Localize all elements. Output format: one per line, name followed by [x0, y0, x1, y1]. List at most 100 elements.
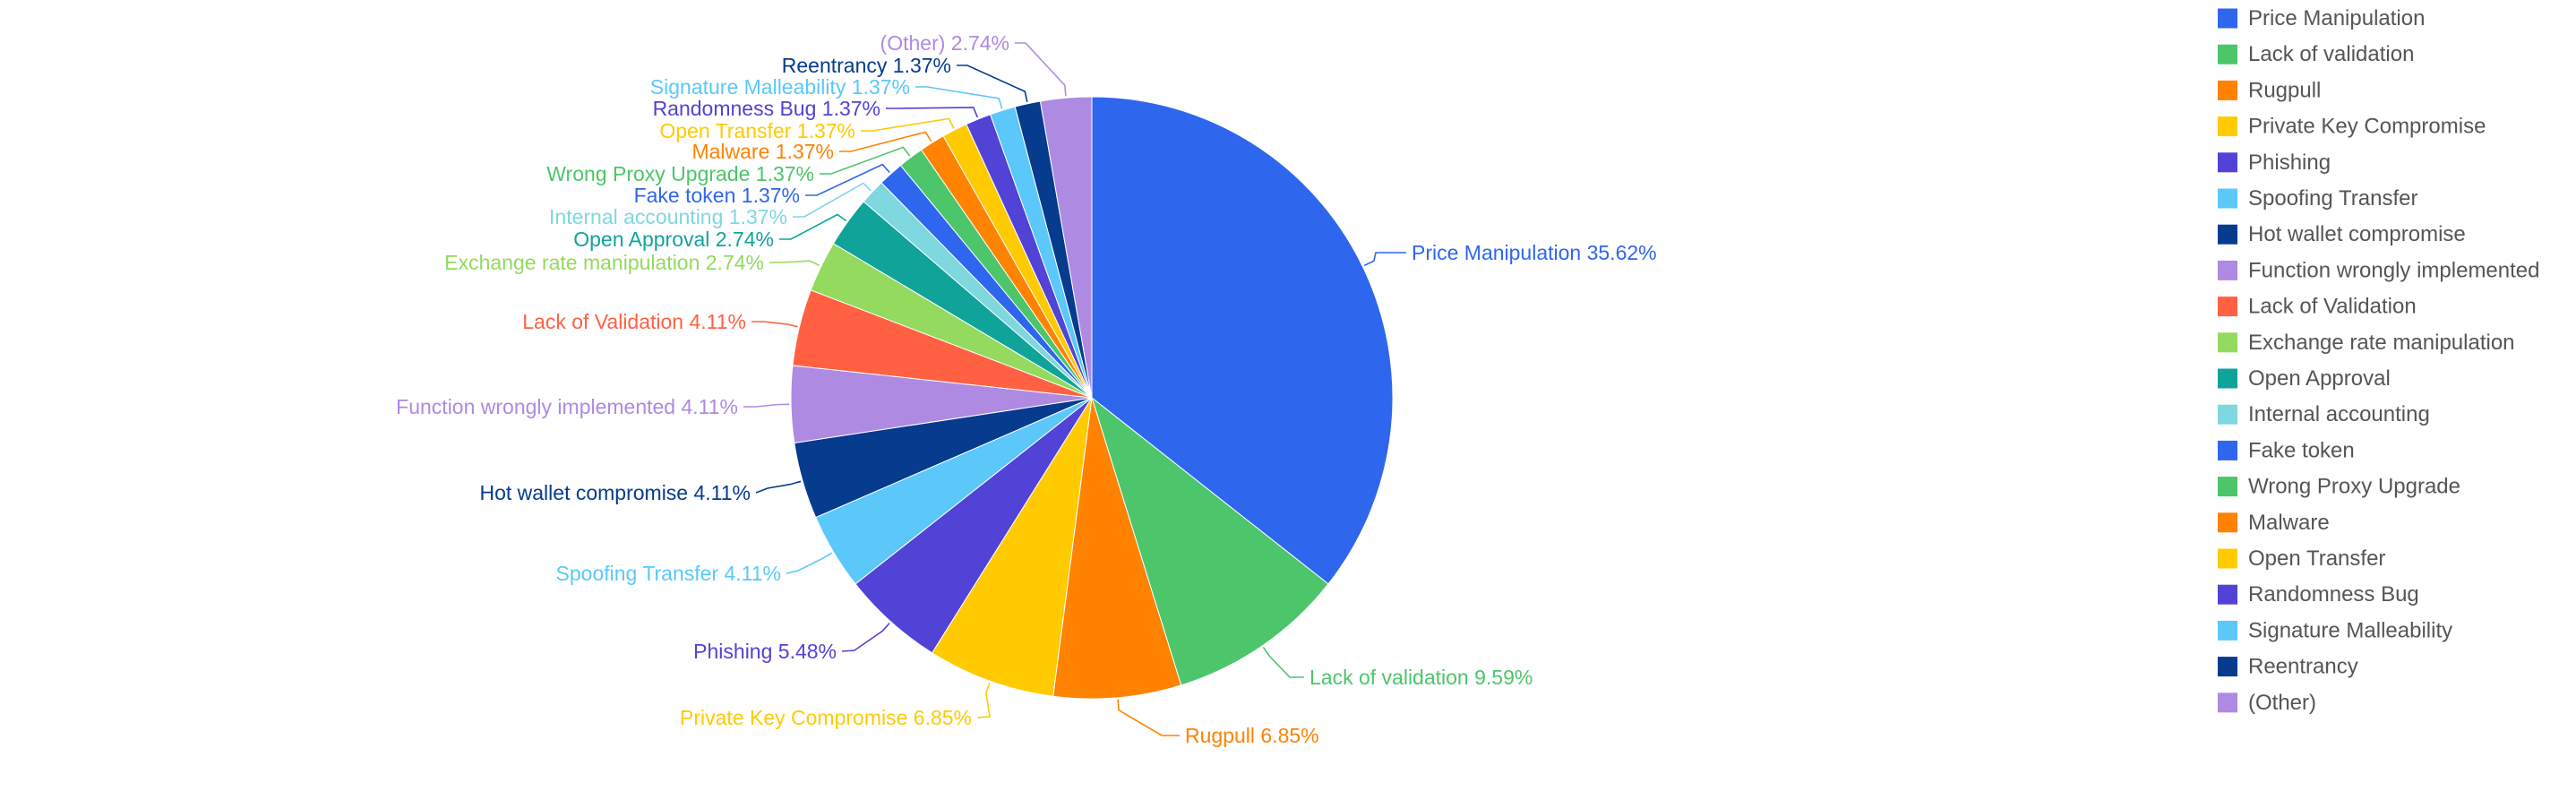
legend-label-price-manipulation: Price Manipulation: [2248, 6, 2425, 30]
slice-label-lack-of-validation: Lack of Validation 4.11%: [522, 310, 746, 333]
legend-label-phishing: Phishing: [2248, 151, 2331, 175]
legend-swatch-lack-of-validation: [2218, 44, 2237, 65]
legend-swatch-phishing: [2218, 152, 2237, 173]
leader-line-other: [1015, 42, 1067, 97]
slice-label-signature-malleability: Signature Malleability 1.37%: [650, 75, 910, 99]
legend-item-open-approval[interactable]: Open Approval: [2218, 366, 2391, 391]
leader-line-open-approval: [779, 213, 847, 240]
legend-label-other: (Other): [2248, 691, 2316, 715]
slice-label-internal-accounting: Internal accounting 1.37%: [549, 205, 787, 228]
leader-line-price-manipulation: [1363, 252, 1406, 267]
leader-line-function-wrongly-implemented: [743, 403, 790, 408]
pie-slice-lack-of-validation[interactable]: [1091, 396, 1329, 686]
legend-swatch-fake-token: [2218, 440, 2237, 460]
legend-label-malware: Malware: [2248, 511, 2330, 535]
leader-line-lack-of-validation: [1262, 647, 1304, 678]
legend-item-signature-malleability[interactable]: Signature Malleability: [2218, 618, 2452, 642]
legend-swatch-exchange-rate-manipulation: [2218, 332, 2237, 353]
pie-slice-other[interactable]: [1039, 96, 1093, 399]
legend-item-phishing[interactable]: Phishing: [2218, 151, 2331, 175]
pie-slice-price-manipulation[interactable]: [1091, 96, 1394, 585]
legend-label-open-transfer: Open Transfer: [2248, 546, 2385, 571]
legend-item-exchange-rate-manipulation[interactable]: Exchange rate manipulation: [2218, 331, 2515, 355]
leader-line-spoofing-transfer: [786, 552, 833, 574]
legend-swatch-rugpull: [2218, 80, 2237, 100]
leader-line-malware: [839, 131, 932, 152]
legend-label-internal-accounting: Internal accounting: [2248, 402, 2430, 426]
legend-label-reentrancy: Reentrancy: [2248, 655, 2358, 679]
leader-line-reentrancy: [957, 65, 1028, 102]
legend-swatch-open-transfer: [2218, 548, 2237, 569]
slice-label-fake-token: Fake token 1.37%: [634, 184, 800, 207]
legend-label-exchange-rate-manipulation: Exchange rate manipulation: [2248, 331, 2515, 355]
leader-line-hot-wallet-compromise: [755, 480, 802, 494]
slice-label-rugpull: Rugpull 6.85%: [1185, 724, 1319, 747]
pie-slice-private-key-compromise[interactable]: [931, 397, 1093, 697]
legend-swatch-internal-accounting: [2218, 404, 2237, 425]
legend-label-rugpull: Rugpull: [2248, 78, 2321, 102]
legend: Price Manipulation Lack of validation Rugp…: [2218, 6, 2540, 715]
legend-item-price-manipulation[interactable]: Price Manipulation: [2218, 6, 2425, 30]
legend-label-spoofing-transfer: Spoofing Transfer: [2248, 186, 2417, 211]
leader-line-fake-token: [805, 163, 890, 196]
leader-line-lack-of-validation: [751, 321, 798, 328]
slice-label-private-key-compromise: Private Key Compromise 6.85%: [680, 706, 972, 729]
legend-item-rugpull[interactable]: Rugpull: [2218, 78, 2321, 102]
legend-swatch-randomness-bug: [2218, 584, 2237, 605]
legend-swatch-lack-of-validation: [2218, 297, 2237, 317]
legend-swatch-price-manipulation: [2218, 8, 2237, 29]
slice-label-lack-of-validation: Lack of validation 9.59%: [1309, 666, 1533, 689]
legend-swatch-reentrancy: [2218, 657, 2237, 677]
legend-label-wrong-proxy-upgrade: Wrong Proxy Upgrade: [2248, 475, 2460, 499]
legend-swatch-signature-malleability: [2218, 620, 2237, 641]
legend-item-hot-wallet-compromise[interactable]: Hot wallet compromise: [2218, 222, 2466, 246]
slice-label-malware: Malware 1.37%: [691, 140, 834, 163]
leader-line-internal-accounting: [793, 182, 872, 218]
legend-label-hot-wallet-compromise: Hot wallet compromise: [2248, 222, 2466, 246]
legend-label-function-wrongly-implemented: Function wrongly implemented: [2248, 258, 2540, 282]
legend-item-spoofing-transfer[interactable]: Spoofing Transfer: [2218, 186, 2417, 211]
legend-item-randomness-bug[interactable]: Randomness Bug: [2218, 582, 2419, 606]
legend-swatch-wrong-proxy-upgrade: [2218, 477, 2237, 497]
legend-swatch-spoofing-transfer: [2218, 188, 2237, 209]
legend-label-fake-token: Fake token: [2248, 438, 2355, 462]
legend-swatch-open-approval: [2218, 368, 2237, 389]
leader-line-randomness-bug: [886, 107, 979, 118]
slice-label-hot-wallet-compromise: Hot wallet compromise 4.11%: [479, 481, 751, 504]
legend-swatch-other: [2218, 692, 2237, 713]
legend-label-randomness-bug: Randomness Bug: [2248, 582, 2419, 606]
legend-item-lack-of-validation[interactable]: Lack of validation: [2218, 42, 2414, 66]
slice-label-reentrancy: Reentrancy 1.37%: [782, 54, 951, 77]
legend-item-wrong-proxy-upgrade[interactable]: Wrong Proxy Upgrade: [2218, 475, 2460, 499]
legend-item-lack-of-validation[interactable]: Lack of Validation: [2218, 295, 2417, 319]
legend-item-reentrancy[interactable]: Reentrancy: [2218, 655, 2358, 679]
leader-line-private-key-compromise: [976, 682, 991, 718]
leader-line-phishing: [841, 622, 890, 652]
slice-label-wrong-proxy-upgrade: Wrong Proxy Upgrade 1.37%: [546, 162, 814, 185]
legend-item-function-wrongly-implemented[interactable]: Function wrongly implemented: [2218, 258, 2540, 282]
legend-item-open-transfer[interactable]: Open Transfer: [2218, 546, 2385, 571]
slice-label-price-manipulation: Price Manipulation 35.62%: [1412, 241, 1657, 264]
legend-item-fake-token[interactable]: Fake token: [2218, 438, 2355, 462]
legend-item-internal-accounting[interactable]: Internal accounting: [2218, 402, 2430, 426]
legend-swatch-malware: [2218, 512, 2237, 533]
slice-label-open-approval: Open Approval 2.74%: [573, 228, 774, 251]
leader-line-exchange-rate-manipulation: [769, 260, 820, 267]
legend-label-open-approval: Open Approval: [2248, 366, 2391, 391]
legend-label-lack-of-validation: Lack of validation: [2248, 42, 2414, 66]
pie-slice-rugpull[interactable]: [1052, 397, 1182, 700]
legend-item-other[interactable]: (Other): [2218, 691, 2316, 715]
legend-label-lack-of-validation: Lack of Validation: [2248, 295, 2417, 319]
slice-label-other: (Other) 2.74%: [880, 31, 1009, 55]
slice-label-phishing: Phishing 5.48%: [693, 640, 837, 663]
slice-label-open-transfer: Open Transfer 1.37%: [659, 119, 855, 142]
slice-labels: Price Manipulation 35.62% Lack of validat…: [396, 31, 1656, 747]
legend-item-malware[interactable]: Malware: [2218, 511, 2330, 535]
legend-item-private-key-compromise[interactable]: Private Key Compromise: [2218, 115, 2486, 139]
legend-swatch-hot-wallet-compromise: [2218, 224, 2237, 245]
leader-line-rugpull: [1117, 699, 1180, 736]
legend-label-signature-malleability: Signature Malleability: [2248, 618, 2452, 642]
legend-label-private-key-compromise: Private Key Compromise: [2248, 115, 2486, 139]
